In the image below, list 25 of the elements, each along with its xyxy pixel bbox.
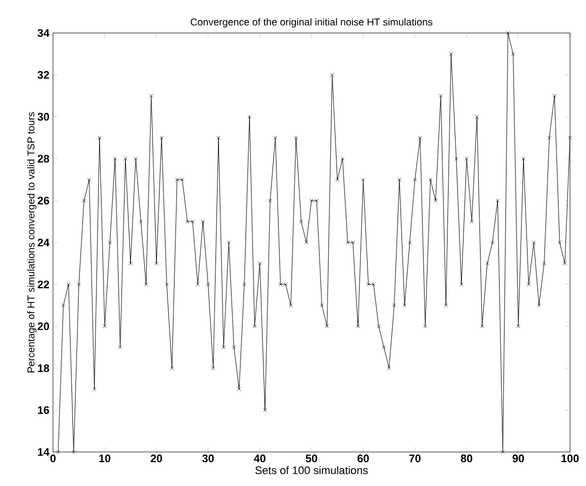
chart-title: Convergence of the original initial noise HT simulations: [190, 18, 432, 28]
y-axis-title: Percentage of HT simulations converged to valid TSP tours: [27, 112, 36, 372]
y-tick-label: 22: [38, 280, 50, 288]
x-tick-label: 90: [512, 454, 524, 462]
x-tick-label: 100: [562, 454, 579, 462]
y-tick-label: 26: [38, 196, 50, 204]
y-tick-label: 18: [38, 364, 50, 372]
y-tick-label: 28: [38, 154, 50, 163]
x-tick-label: 10: [99, 454, 110, 462]
x-tick-label: 30: [202, 454, 214, 462]
x-tick-label: 50: [306, 454, 318, 462]
x-tick-label: 60: [358, 454, 369, 462]
x-tick-label: 40: [254, 454, 266, 462]
y-tick-label: 34: [38, 29, 50, 37]
y-tick-label: 16: [38, 406, 50, 414]
x-axis-title: Sets of 100 simulations: [255, 466, 368, 474]
y-tick-label: 14: [38, 448, 50, 456]
y-tick-label: 30: [38, 112, 50, 121]
x-tick-label: 80: [460, 454, 472, 462]
y-tick-label: 24: [38, 238, 50, 246]
y-tick-label: 32: [38, 71, 50, 79]
x-tick-label: 70: [409, 454, 421, 462]
x-tick-label: 20: [150, 454, 162, 462]
x-tick-label: 0: [50, 454, 56, 462]
y-tick-label: 20: [38, 322, 50, 330]
